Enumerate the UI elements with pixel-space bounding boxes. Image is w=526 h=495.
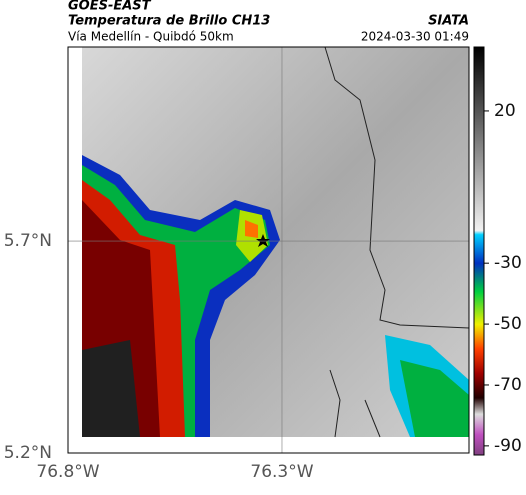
colorbar-tick-label: -70: [494, 375, 522, 395]
y-tick-label: 5.7°N: [4, 231, 52, 251]
title: Temperatura de Brillo CH13: [68, 14, 270, 29]
marker: [256, 234, 270, 247]
x-tick-label: 76.3°W: [250, 462, 313, 482]
colorbar-tick-label: -30: [494, 253, 522, 273]
source: SIATA: [428, 14, 469, 29]
colorbar: [473, 46, 485, 456]
colorbar-tick-label: -50: [494, 314, 522, 334]
colorbar-tick-label: -90: [494, 436, 522, 456]
satellite: GOES-EAST: [68, 0, 152, 14]
x-tick-label: 76.8°W: [36, 462, 99, 482]
y-tick-label: 5.2°N: [4, 443, 52, 463]
map-frame: [67, 46, 470, 454]
colorbar-tick-label: 20: [494, 101, 516, 121]
imagery: [82, 46, 470, 438]
location: Vía Medellín - Quibdó 50km: [68, 30, 234, 44]
datetime: 2024-03-30 01:49: [361, 30, 469, 44]
